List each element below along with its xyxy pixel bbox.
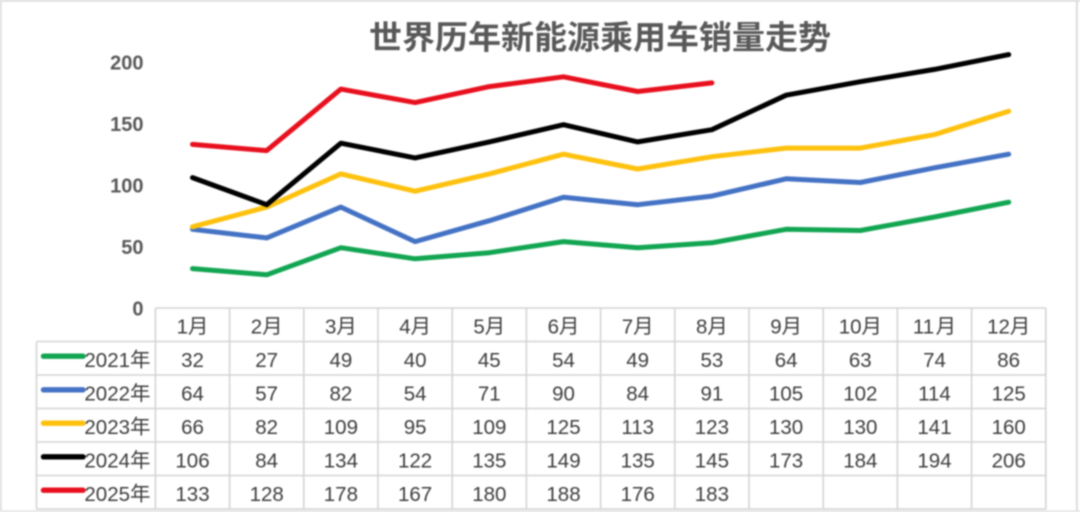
svg-text:145: 145: [695, 449, 729, 472]
svg-text:84: 84: [255, 449, 278, 472]
svg-text:54: 54: [404, 382, 427, 405]
svg-text:57: 57: [255, 382, 278, 405]
svg-text:130: 130: [843, 416, 877, 439]
svg-text:0: 0: [132, 298, 143, 320]
svg-text:176: 176: [621, 483, 655, 506]
svg-text:109: 109: [324, 416, 358, 439]
svg-text:122: 122: [398, 449, 432, 472]
svg-text:106: 106: [175, 449, 209, 472]
svg-text:54: 54: [552, 349, 575, 372]
svg-text:8: 8: [696, 315, 707, 338]
svg-text:188: 188: [546, 483, 580, 506]
svg-text:6: 6: [548, 315, 559, 338]
svg-text:133: 133: [175, 483, 209, 506]
svg-text:125: 125: [546, 416, 580, 439]
svg-text:74: 74: [923, 349, 946, 372]
svg-text:63: 63: [849, 349, 872, 372]
svg-text:135: 135: [621, 449, 655, 472]
svg-text:84: 84: [626, 382, 649, 405]
svg-text:64: 64: [775, 349, 798, 372]
svg-text:71: 71: [478, 382, 501, 405]
svg-text:102: 102: [843, 382, 877, 405]
svg-text:7: 7: [622, 315, 633, 338]
svg-text:45: 45: [478, 349, 501, 372]
svg-text:53: 53: [700, 349, 723, 372]
svg-text:2025: 2025: [84, 483, 130, 506]
svg-text:95: 95: [404, 416, 427, 439]
svg-text:49: 49: [626, 349, 649, 372]
svg-text:5: 5: [473, 315, 484, 338]
svg-text:82: 82: [329, 382, 352, 405]
svg-text:4: 4: [399, 315, 410, 338]
svg-text:32: 32: [181, 349, 204, 372]
svg-text:91: 91: [700, 382, 723, 405]
svg-text:125: 125: [992, 382, 1026, 405]
svg-text:167: 167: [398, 483, 432, 506]
svg-text:100: 100: [110, 175, 143, 197]
svg-text:11: 11: [913, 315, 934, 338]
svg-text:64: 64: [181, 382, 204, 405]
svg-text:2021: 2021: [84, 349, 130, 372]
svg-text:128: 128: [250, 483, 284, 506]
svg-text:114: 114: [918, 382, 951, 405]
svg-text:173: 173: [769, 449, 803, 472]
svg-text:40: 40: [404, 349, 427, 372]
svg-text:160: 160: [992, 416, 1026, 439]
svg-text:66: 66: [181, 416, 204, 439]
svg-text:183: 183: [695, 483, 729, 506]
svg-text:2: 2: [251, 315, 262, 338]
svg-text:178: 178: [324, 483, 358, 506]
svg-text:49: 49: [329, 349, 352, 372]
svg-text:130: 130: [769, 416, 803, 439]
svg-text:200: 200: [110, 52, 143, 74]
svg-text:180: 180: [472, 483, 506, 506]
svg-text:113: 113: [621, 416, 654, 439]
svg-text:141: 141: [917, 416, 951, 439]
svg-text:3: 3: [325, 315, 336, 338]
svg-text:105: 105: [769, 382, 803, 405]
svg-text:123: 123: [695, 416, 729, 439]
svg-text:134: 134: [324, 449, 358, 472]
svg-text:109: 109: [472, 416, 506, 439]
svg-text:9: 9: [770, 315, 781, 338]
svg-text:184: 184: [843, 449, 877, 472]
svg-text:1: 1: [177, 315, 188, 338]
svg-text:86: 86: [997, 349, 1020, 372]
svg-text:2024: 2024: [84, 449, 130, 472]
svg-text:90: 90: [552, 382, 575, 405]
svg-text:82: 82: [255, 416, 278, 439]
svg-text:194: 194: [917, 449, 951, 472]
svg-text:12: 12: [987, 315, 1010, 338]
svg-text:149: 149: [546, 449, 580, 472]
svg-text:50: 50: [121, 237, 143, 259]
svg-text:206: 206: [992, 449, 1026, 472]
svg-text:150: 150: [110, 114, 143, 136]
svg-text:2023: 2023: [84, 416, 130, 439]
svg-text:10: 10: [839, 315, 862, 338]
svg-text:135: 135: [472, 449, 506, 472]
svg-text:27: 27: [255, 349, 278, 372]
svg-text:2022: 2022: [84, 382, 130, 405]
